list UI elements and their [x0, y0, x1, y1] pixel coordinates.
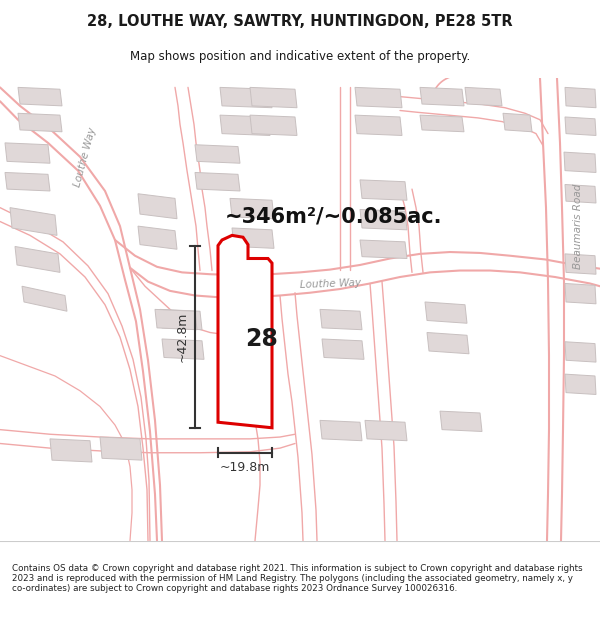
Polygon shape: [360, 240, 407, 259]
Polygon shape: [565, 117, 596, 136]
Text: Beaumaris Road: Beaumaris Road: [573, 184, 583, 269]
Polygon shape: [100, 437, 142, 460]
Polygon shape: [195, 173, 240, 191]
Polygon shape: [230, 198, 274, 219]
Polygon shape: [218, 236, 272, 428]
Polygon shape: [155, 309, 197, 330]
Text: ~19.8m: ~19.8m: [220, 461, 270, 474]
Polygon shape: [138, 226, 177, 249]
Polygon shape: [50, 439, 92, 462]
Text: 28, LOUTHE WAY, SAWTRY, HUNTINGDON, PE28 5TR: 28, LOUTHE WAY, SAWTRY, HUNTINGDON, PE28…: [87, 14, 513, 29]
Polygon shape: [565, 284, 596, 304]
Polygon shape: [565, 184, 596, 203]
Polygon shape: [565, 374, 596, 394]
Polygon shape: [420, 115, 464, 132]
Polygon shape: [355, 115, 402, 136]
Polygon shape: [565, 88, 596, 108]
Polygon shape: [250, 88, 297, 108]
Polygon shape: [420, 88, 464, 106]
Polygon shape: [138, 194, 177, 219]
Text: ~346m²/~0.085ac.: ~346m²/~0.085ac.: [225, 207, 443, 227]
Polygon shape: [22, 286, 67, 311]
Polygon shape: [232, 228, 274, 248]
Text: Contains OS data © Crown copyright and database right 2021. This information is : Contains OS data © Crown copyright and d…: [12, 564, 583, 594]
Polygon shape: [365, 421, 407, 441]
Polygon shape: [220, 88, 272, 108]
Polygon shape: [465, 88, 502, 106]
Polygon shape: [565, 254, 596, 274]
Polygon shape: [18, 113, 62, 132]
Polygon shape: [250, 115, 297, 136]
Polygon shape: [160, 309, 202, 330]
Polygon shape: [162, 339, 204, 359]
Polygon shape: [440, 411, 482, 431]
Polygon shape: [10, 208, 57, 236]
Polygon shape: [564, 152, 596, 173]
Text: Map shows position and indicative extent of the property.: Map shows position and indicative extent…: [130, 50, 470, 62]
Polygon shape: [360, 209, 407, 230]
Polygon shape: [355, 88, 402, 108]
Polygon shape: [425, 302, 467, 323]
Text: Louthe Way: Louthe Way: [299, 278, 361, 289]
Polygon shape: [360, 180, 407, 200]
Polygon shape: [220, 115, 270, 136]
Polygon shape: [320, 309, 362, 330]
Polygon shape: [503, 113, 532, 132]
Polygon shape: [15, 246, 60, 272]
Polygon shape: [322, 339, 364, 359]
Polygon shape: [5, 173, 50, 191]
Polygon shape: [427, 332, 469, 354]
Polygon shape: [565, 342, 596, 362]
Polygon shape: [320, 421, 362, 441]
Text: Louthe Way: Louthe Way: [72, 126, 98, 188]
Polygon shape: [195, 145, 240, 163]
Polygon shape: [18, 88, 62, 106]
Text: ~42.8m: ~42.8m: [176, 311, 188, 362]
Text: 28: 28: [245, 327, 278, 351]
Polygon shape: [5, 143, 50, 163]
